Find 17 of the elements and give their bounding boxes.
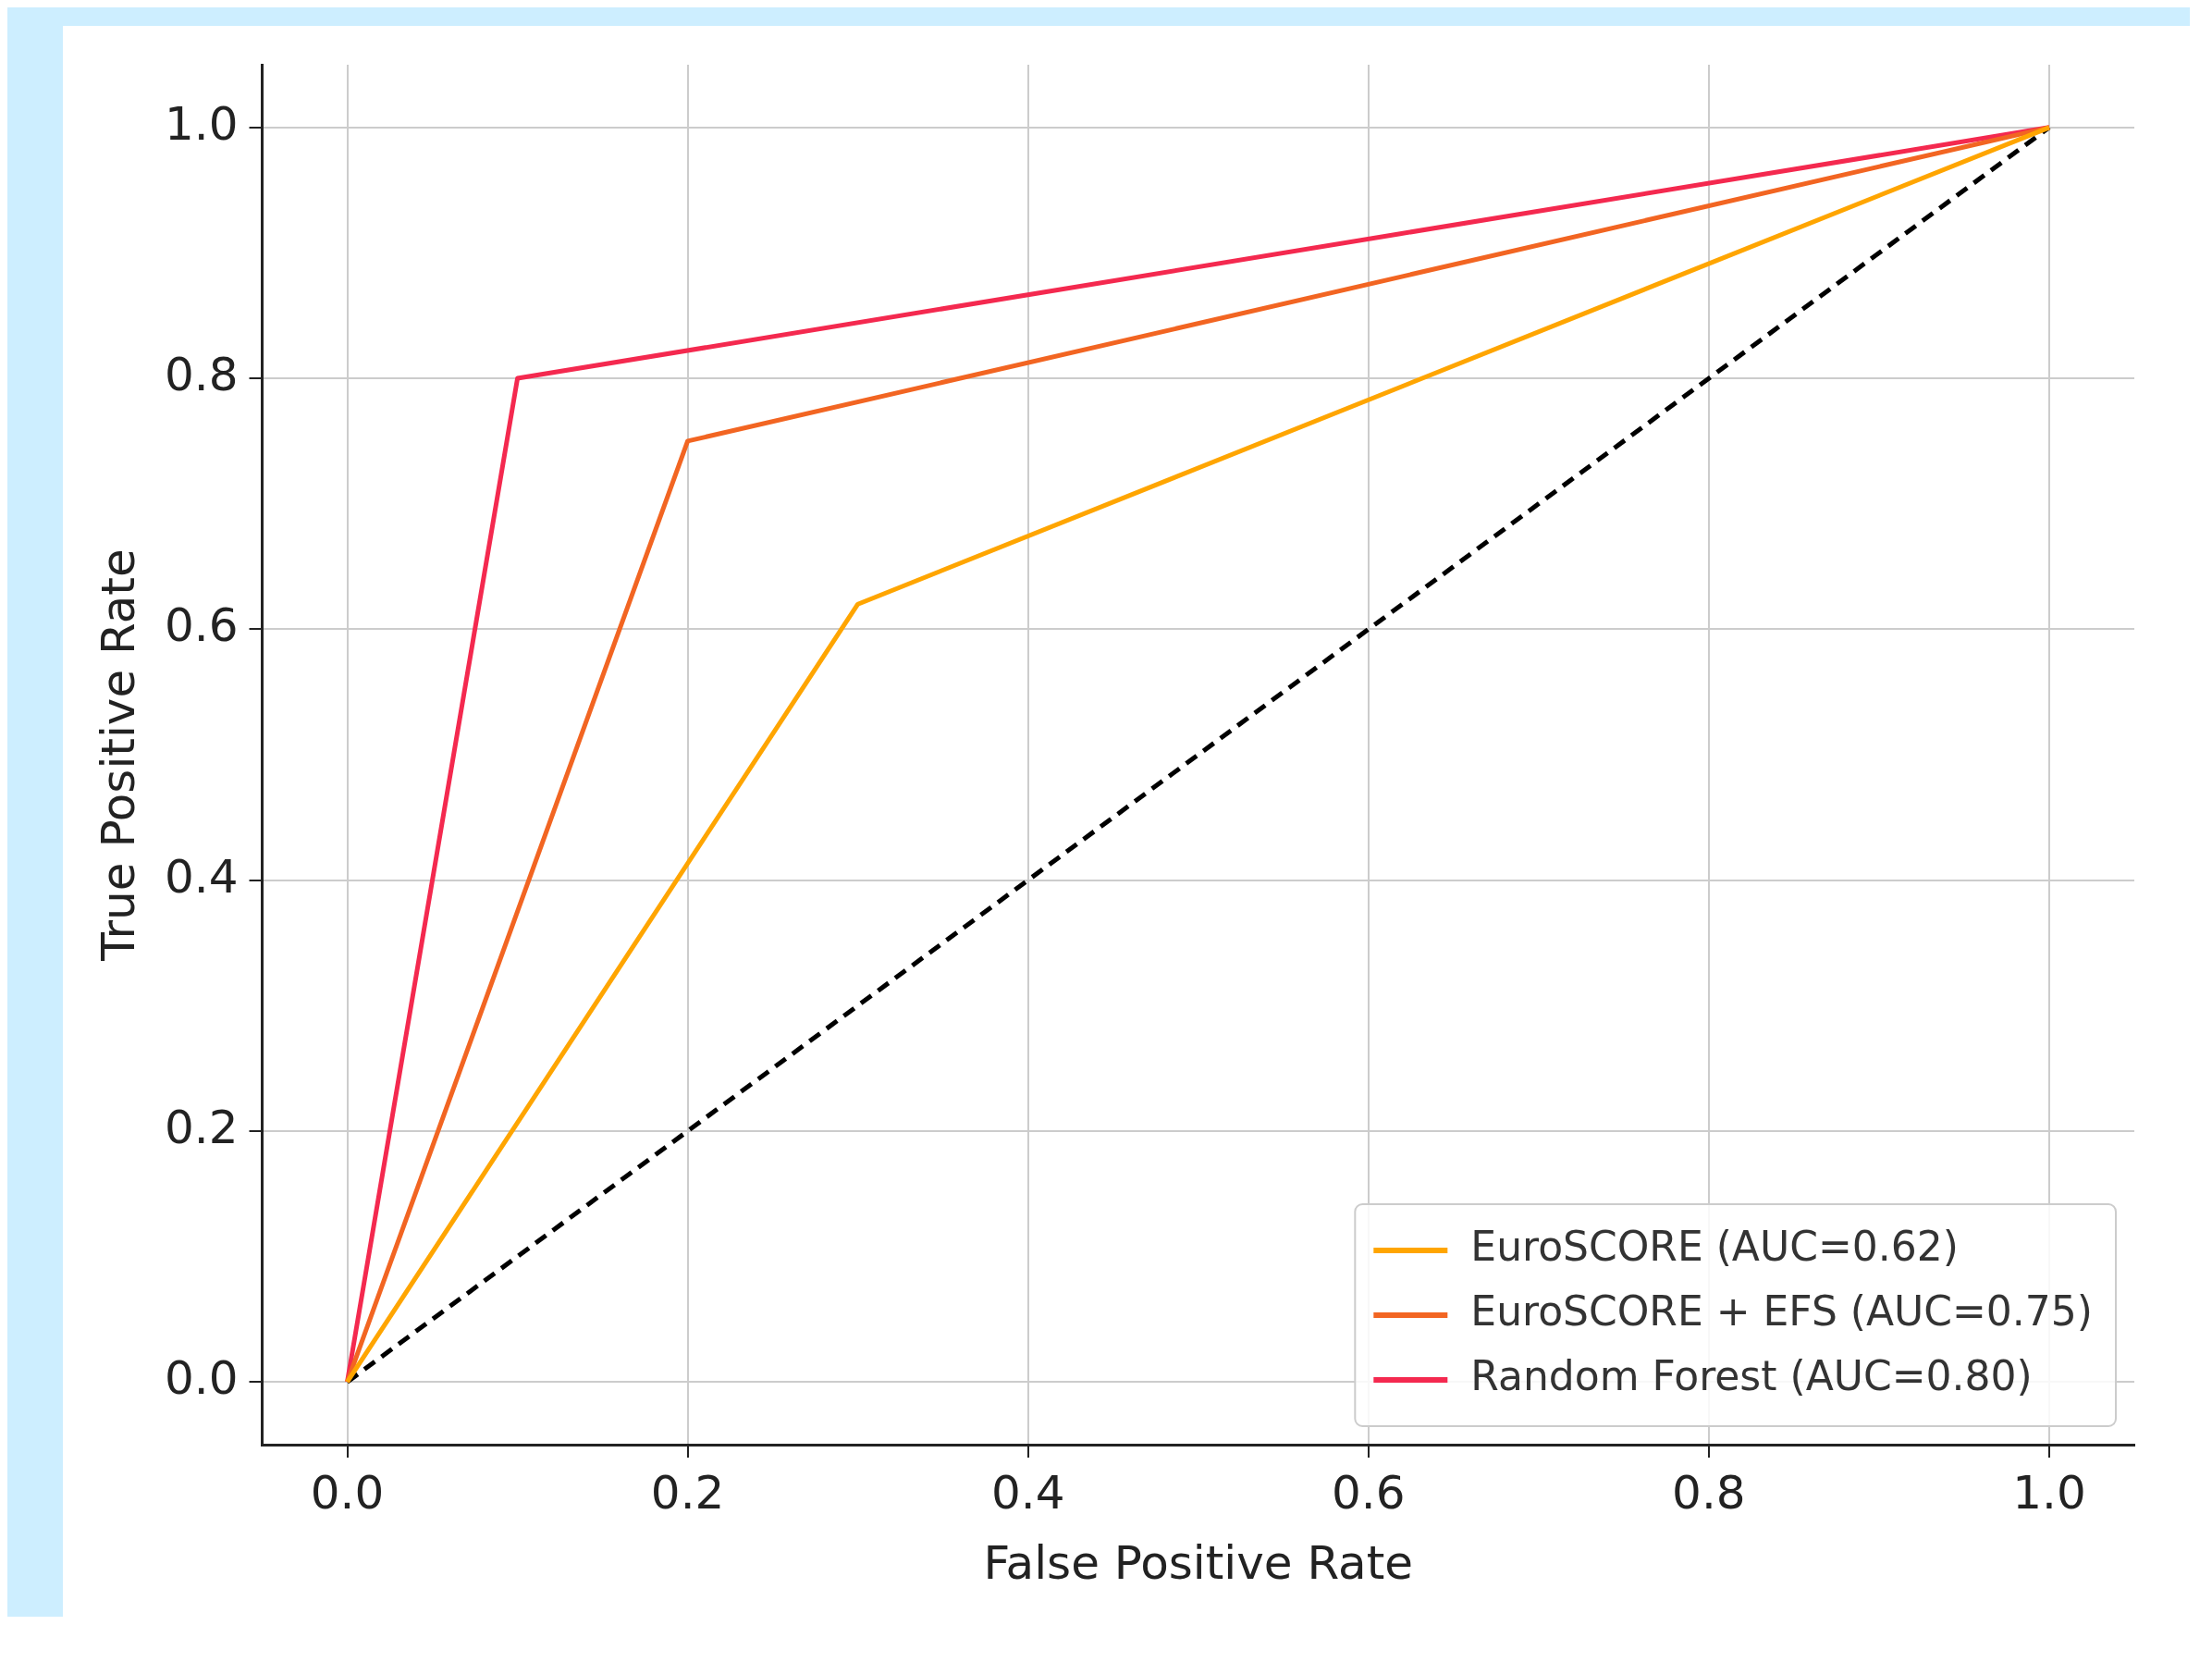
y-tick-label: 0.0: [164, 1351, 239, 1406]
x-tick-label: 1.0: [2012, 1465, 2086, 1520]
y-tick-label: 0.8: [164, 348, 239, 402]
y-tick-label: 0.2: [164, 1100, 239, 1154]
legend-label: EuroSCORE (AUC=0.62): [1470, 1223, 1959, 1271]
y-tick-label: 0.6: [164, 598, 239, 653]
x-axis-title: False Positive Rate: [983, 1535, 1414, 1590]
legend-label: Random Forest (AUC=0.80): [1470, 1352, 2033, 1400]
x-tick-label: 0.4: [990, 1465, 1065, 1520]
y-axis-title: True Positive Rate: [91, 548, 145, 962]
x-tick-label: 0.2: [650, 1465, 725, 1520]
x-tick-label: 0.6: [1332, 1465, 1406, 1520]
legend-label: EuroSCORE + EFS (AUC=0.75): [1470, 1287, 2094, 1336]
y-tick-label: 0.4: [164, 849, 239, 904]
y-tick-label: 1.0: [164, 96, 239, 151]
x-tick-label: 0.8: [1672, 1465, 1746, 1520]
x-tick-label: 0.0: [310, 1465, 385, 1520]
